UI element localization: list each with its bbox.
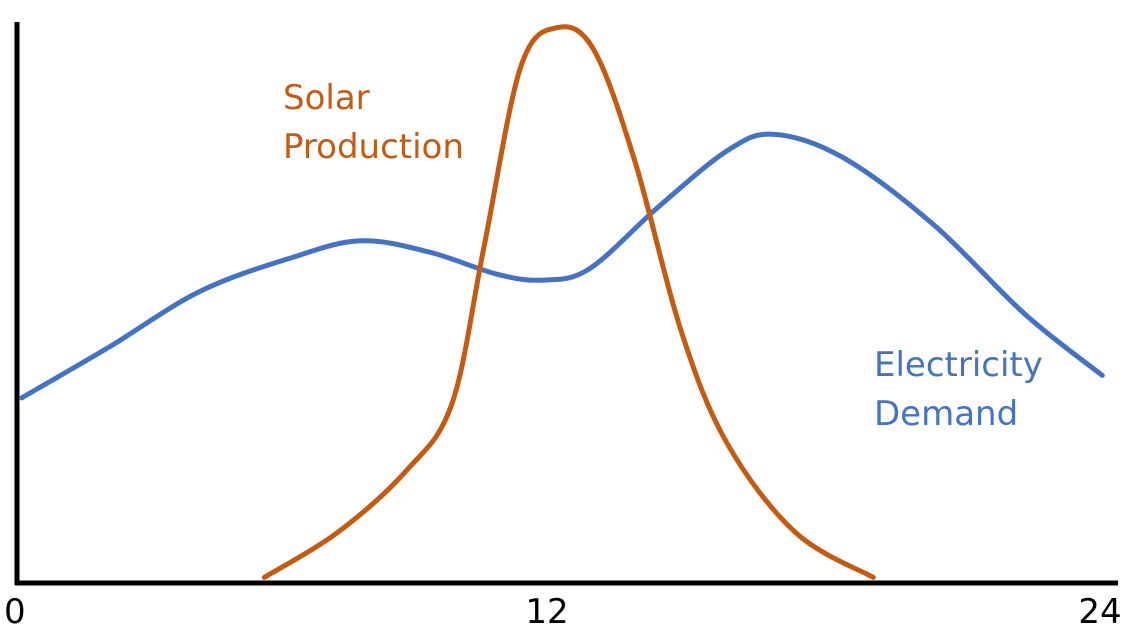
series-line-electricity-demand [19, 131, 1105, 401]
x-tick-label-12: 12 [525, 592, 568, 632]
series-label-solar-production: Solar Production [283, 78, 464, 167]
series-label-electricity-demand: Electricity Demand [874, 345, 1043, 434]
x-tick-label-24: 24 [1078, 592, 1121, 632]
x-tick-labels: 0 12 24 [4, 592, 1122, 632]
series-line-solar-production [261, 24, 876, 580]
x-tick-label-0: 0 [4, 592, 26, 632]
series-labels: Electricity Demand Solar Production [283, 78, 1043, 434]
series-group [19, 24, 1105, 580]
